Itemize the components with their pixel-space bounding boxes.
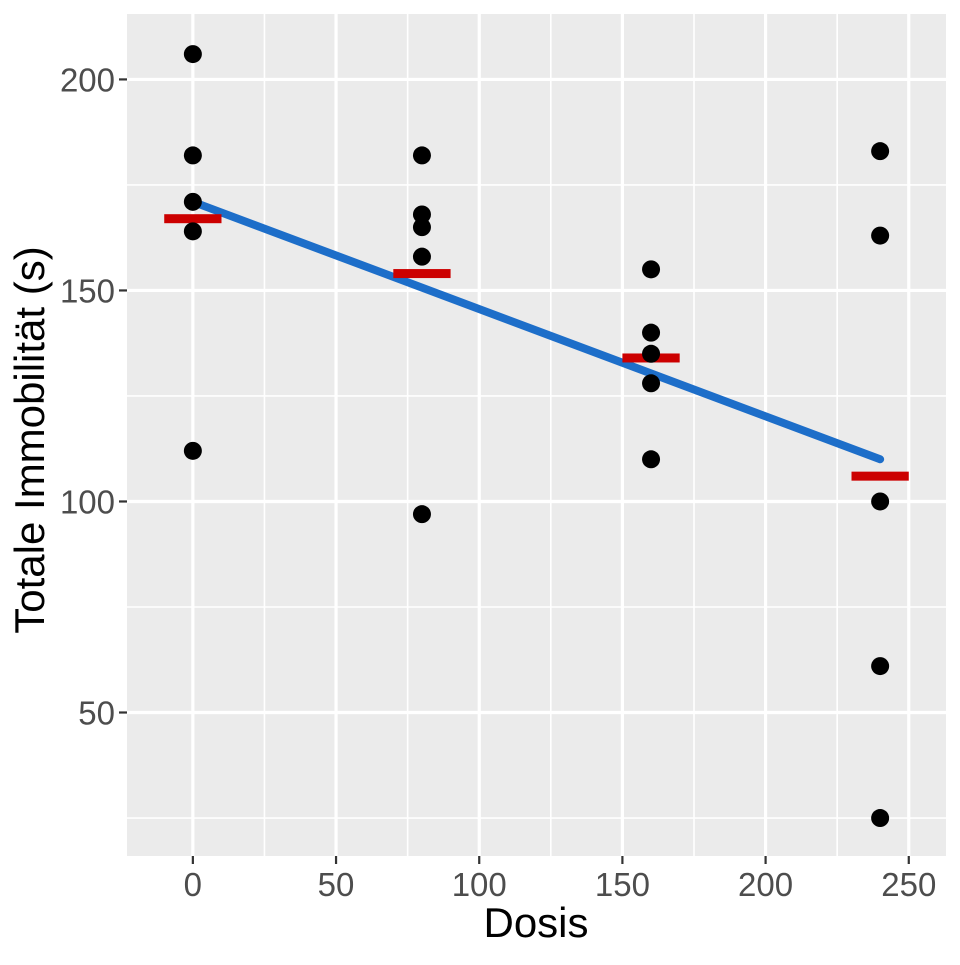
data-point (412, 247, 431, 266)
data-point (183, 222, 202, 241)
data-point (642, 260, 661, 279)
data-point (642, 374, 661, 393)
data-point (412, 218, 431, 237)
x-axis-title: Dosis (483, 899, 588, 946)
data-point (871, 657, 890, 676)
x-tick-label: 150 (595, 866, 650, 903)
data-point (183, 441, 202, 460)
plot-layers: 0 50 100 150 200 250 50 100 150 200 (60, 14, 946, 903)
y-tick-label: 200 (60, 61, 115, 98)
mean-crossbar (393, 269, 451, 279)
x-tick-label: 50 (318, 866, 355, 903)
x-tick-label: 100 (452, 866, 507, 903)
data-point (642, 450, 661, 469)
data-point (871, 226, 890, 245)
data-point (642, 344, 661, 363)
y-axis-title: Totale Immobilität (s) (6, 246, 53, 633)
x-tick-label: 250 (881, 866, 936, 903)
y-tick-label: 150 (60, 272, 115, 309)
trend-line (188, 197, 885, 464)
data-point (183, 146, 202, 165)
data-point (871, 492, 890, 511)
data-point (871, 142, 890, 161)
data-point (412, 505, 431, 524)
data-point (183, 45, 202, 64)
data-point (412, 205, 431, 224)
x-tick-label: 200 (738, 866, 793, 903)
y-tick-label: 100 (60, 483, 115, 520)
mean-crossbar (164, 214, 222, 224)
data-point (412, 146, 431, 165)
x-tick-label: 0 (184, 866, 202, 903)
y-tick-label: 50 (78, 695, 115, 732)
data-point (183, 192, 202, 211)
data-point (871, 809, 890, 828)
mean-crossbar (851, 471, 909, 481)
data-point (642, 323, 661, 342)
